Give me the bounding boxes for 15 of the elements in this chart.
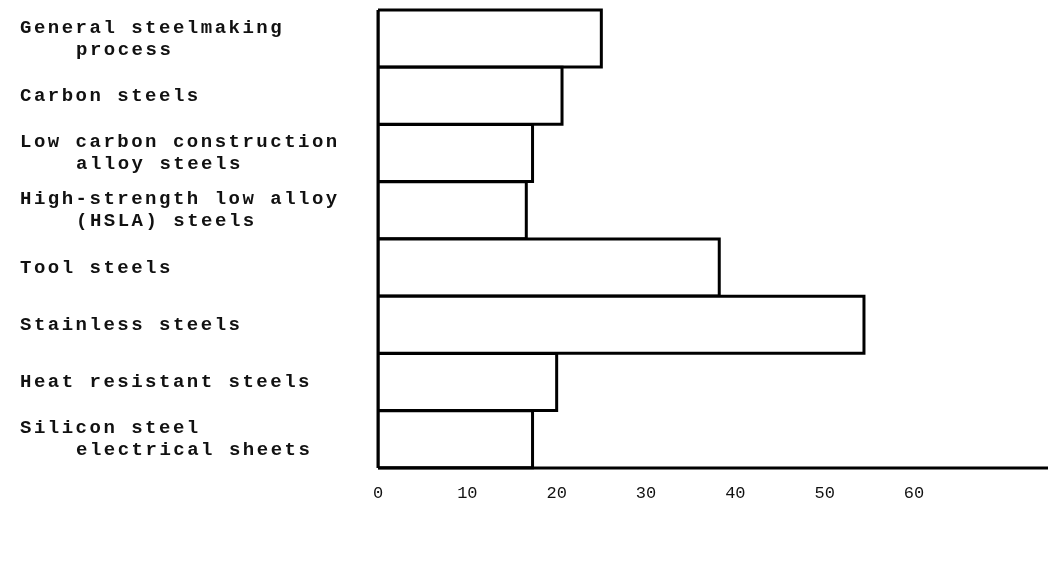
x-tick-label: 40 [725, 484, 746, 504]
x-tick-label: 30 [635, 484, 657, 504]
y-tick-label: High-strength low alloy (HSLA) steels [20, 188, 340, 233]
y-tick-label: General steelmaking process [20, 16, 285, 61]
x-tick-label: 10 [457, 484, 478, 504]
x-tick-label: 0 [372, 484, 384, 504]
x-tick-label: 50 [814, 484, 835, 504]
x-tick-label: 60 [903, 484, 925, 504]
x-tick-label: 20 [546, 484, 567, 504]
y-tick-label: Heat resistant steels [20, 371, 312, 394]
y-tick-label: Silicon steel electrical sheets [20, 417, 313, 462]
y-tick-label: Tool steels [20, 256, 173, 279]
y-tick-label: Low carbon construction alloy steels [20, 131, 340, 176]
y-tick-label: Stainless steels [20, 313, 243, 336]
y-tick-label: Carbon steels [20, 84, 201, 107]
